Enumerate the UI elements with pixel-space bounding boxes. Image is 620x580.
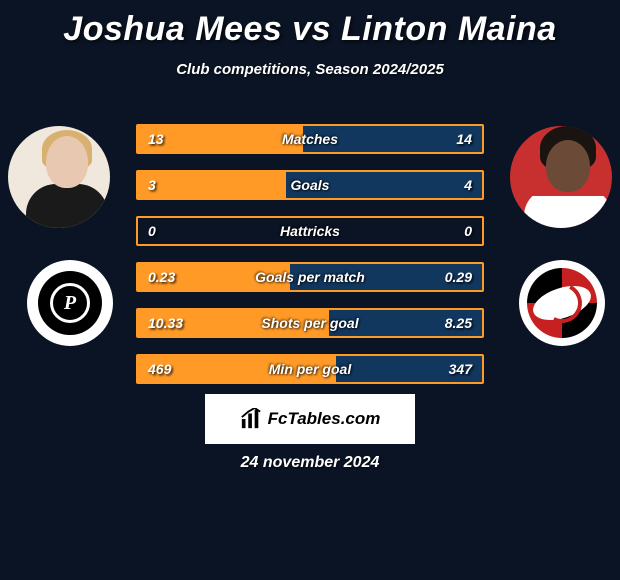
chart-icon — [240, 408, 262, 430]
club-right-logo — [519, 260, 605, 346]
stat-label: Hattricks — [138, 218, 482, 244]
fill-right — [303, 126, 482, 152]
comparison-bars: 1314Matches 34Goals 0 0Hattricks 0.230.29Goa… — [136, 124, 484, 400]
attribution-badge: FcTables.com — [205, 394, 415, 444]
stat-row: 1314Matches — [136, 124, 484, 154]
value-right: 0 — [464, 218, 472, 244]
player-right-avatar — [510, 126, 612, 228]
fill-left — [138, 172, 286, 198]
fill-right — [290, 264, 482, 290]
attribution-text: FcTables.com — [268, 409, 381, 429]
club-left-logo: P — [27, 260, 113, 346]
player-left-avatar — [8, 126, 110, 228]
subtitle: Club competitions, Season 2024/2025 — [0, 61, 620, 78]
value-left: 0 — [148, 218, 156, 244]
page-title: Joshua Mees vs Linton Maina — [0, 0, 620, 49]
fill-right — [329, 310, 482, 336]
fill-left — [138, 126, 303, 152]
stat-row: 0.230.29Goals per match — [136, 262, 484, 292]
fill-left — [138, 356, 336, 382]
fill-left — [138, 264, 290, 290]
fill-right — [286, 172, 482, 198]
stat-row: 469347Min per goal — [136, 354, 484, 384]
stat-row: 10.338.25Shots per goal — [136, 308, 484, 338]
date-label: 24 november 2024 — [0, 454, 620, 472]
stat-row: 34Goals — [136, 170, 484, 200]
fill-right — [336, 356, 482, 382]
stat-row: 0 0Hattricks — [136, 216, 484, 246]
fill-left — [138, 310, 329, 336]
